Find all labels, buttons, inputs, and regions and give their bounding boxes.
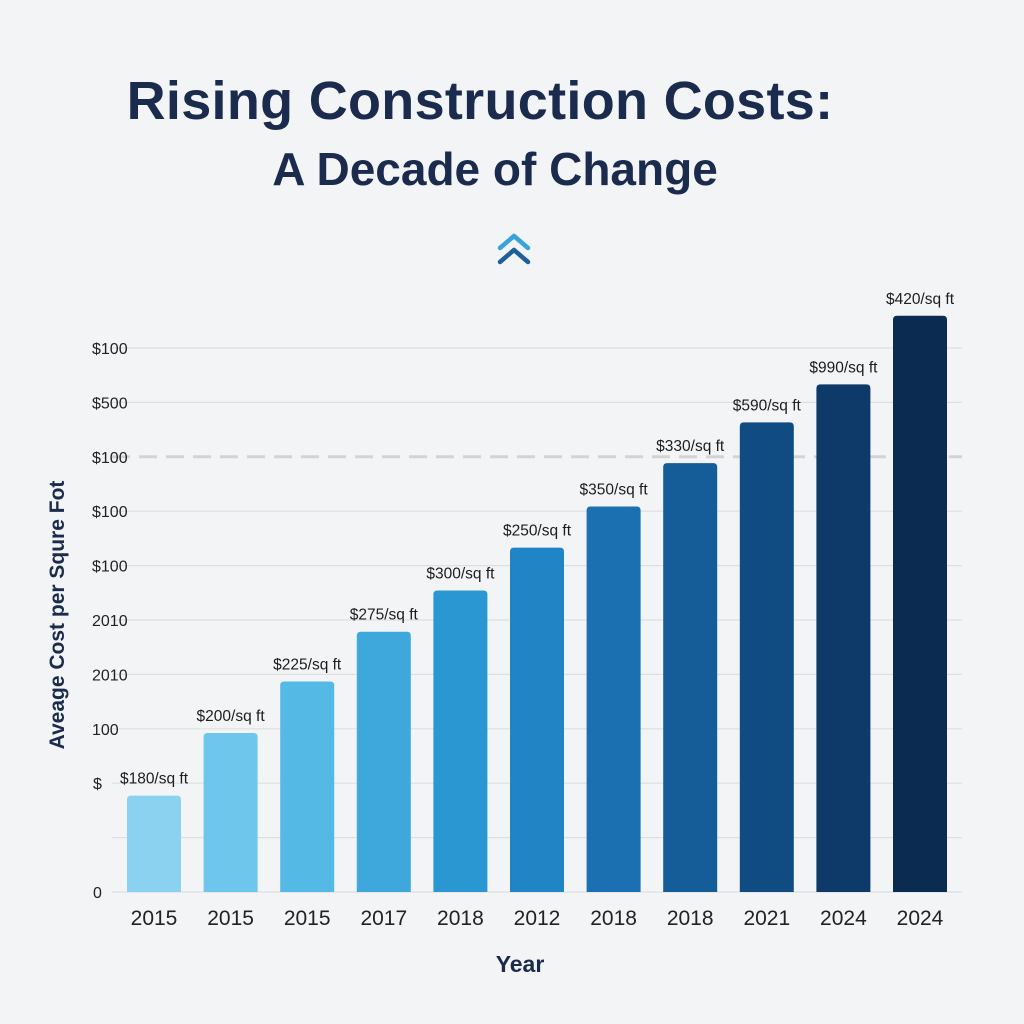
- data-label: $200/sq ft: [197, 708, 266, 725]
- y-tick-label: 0: [93, 885, 102, 902]
- x-tick-label: 2015: [284, 907, 331, 930]
- data-label: $330/sq ft: [656, 438, 725, 455]
- y-tick-label: 2010: [92, 613, 128, 630]
- chart-title: Rising Construction Costs:: [126, 71, 834, 131]
- y-axis-title: Avеage Cost per Squre Fot: [46, 481, 69, 750]
- bar: [739, 422, 794, 892]
- data-label: $350/sq ft: [580, 481, 649, 498]
- x-tick-label: 2024: [897, 907, 944, 930]
- x-tick-label: 2018: [437, 907, 484, 930]
- x-tick-label: 2012: [514, 907, 561, 930]
- x-tick-label: 2017: [360, 907, 407, 930]
- y-axis-ticks: 0 $100 2010 2010 $100 $100 $100 $500 $100: [92, 341, 128, 902]
- y-tick-label: 2010: [92, 667, 128, 684]
- bar: [510, 547, 564, 892]
- data-label: $275/sq ft: [350, 607, 419, 624]
- x-tick-label: 2018: [667, 907, 714, 930]
- data-label: $250/sq ft: [503, 523, 572, 540]
- y-tick-label: $500: [92, 395, 128, 412]
- data-label: $590/sq ft: [733, 397, 802, 414]
- bar: [280, 681, 335, 892]
- bar: [893, 315, 947, 892]
- data-label: $990/sq ft: [809, 359, 878, 376]
- y-tick-label: 100: [92, 722, 119, 739]
- y-tick-label: $100: [92, 450, 128, 467]
- y-tick-label: $100: [92, 341, 128, 358]
- data-label: $180/sq ft: [120, 771, 189, 788]
- data-label: $300/sq ft: [426, 566, 495, 583]
- bar: [356, 631, 411, 892]
- bars: [127, 315, 947, 892]
- x-tick-label: 2015: [131, 907, 178, 930]
- bar: [433, 590, 488, 892]
- x-axis-title: Year: [496, 951, 545, 977]
- y-tick-label: $100: [92, 559, 128, 576]
- x-tick-label: 2018: [590, 907, 637, 930]
- data-label: $225/sq ft: [273, 657, 342, 674]
- bar: [203, 732, 258, 892]
- x-tick-label: 2024: [820, 907, 867, 930]
- chart-subtitle: A Decade of Change: [272, 143, 718, 195]
- bar: [127, 795, 181, 892]
- bar: [663, 463, 718, 892]
- bar: [816, 384, 871, 892]
- double-chevron-up-icon: [497, 233, 531, 265]
- bar: [586, 506, 641, 892]
- x-tick-label: 2015: [207, 907, 254, 930]
- x-tick-label: 2021: [743, 907, 790, 930]
- x-axis-ticks: 2015 2015 2015 2017 2018 2012 2018 2018 2021 2024…: [131, 907, 944, 930]
- y-tick-label: $: [93, 776, 102, 793]
- y-tick-label: $100: [92, 504, 128, 521]
- data-label: $420/sq ft: [886, 291, 955, 308]
- data-labels: $180/sq ft $200/sq ft $225/sq ft $275/sq ft…: [120, 291, 955, 788]
